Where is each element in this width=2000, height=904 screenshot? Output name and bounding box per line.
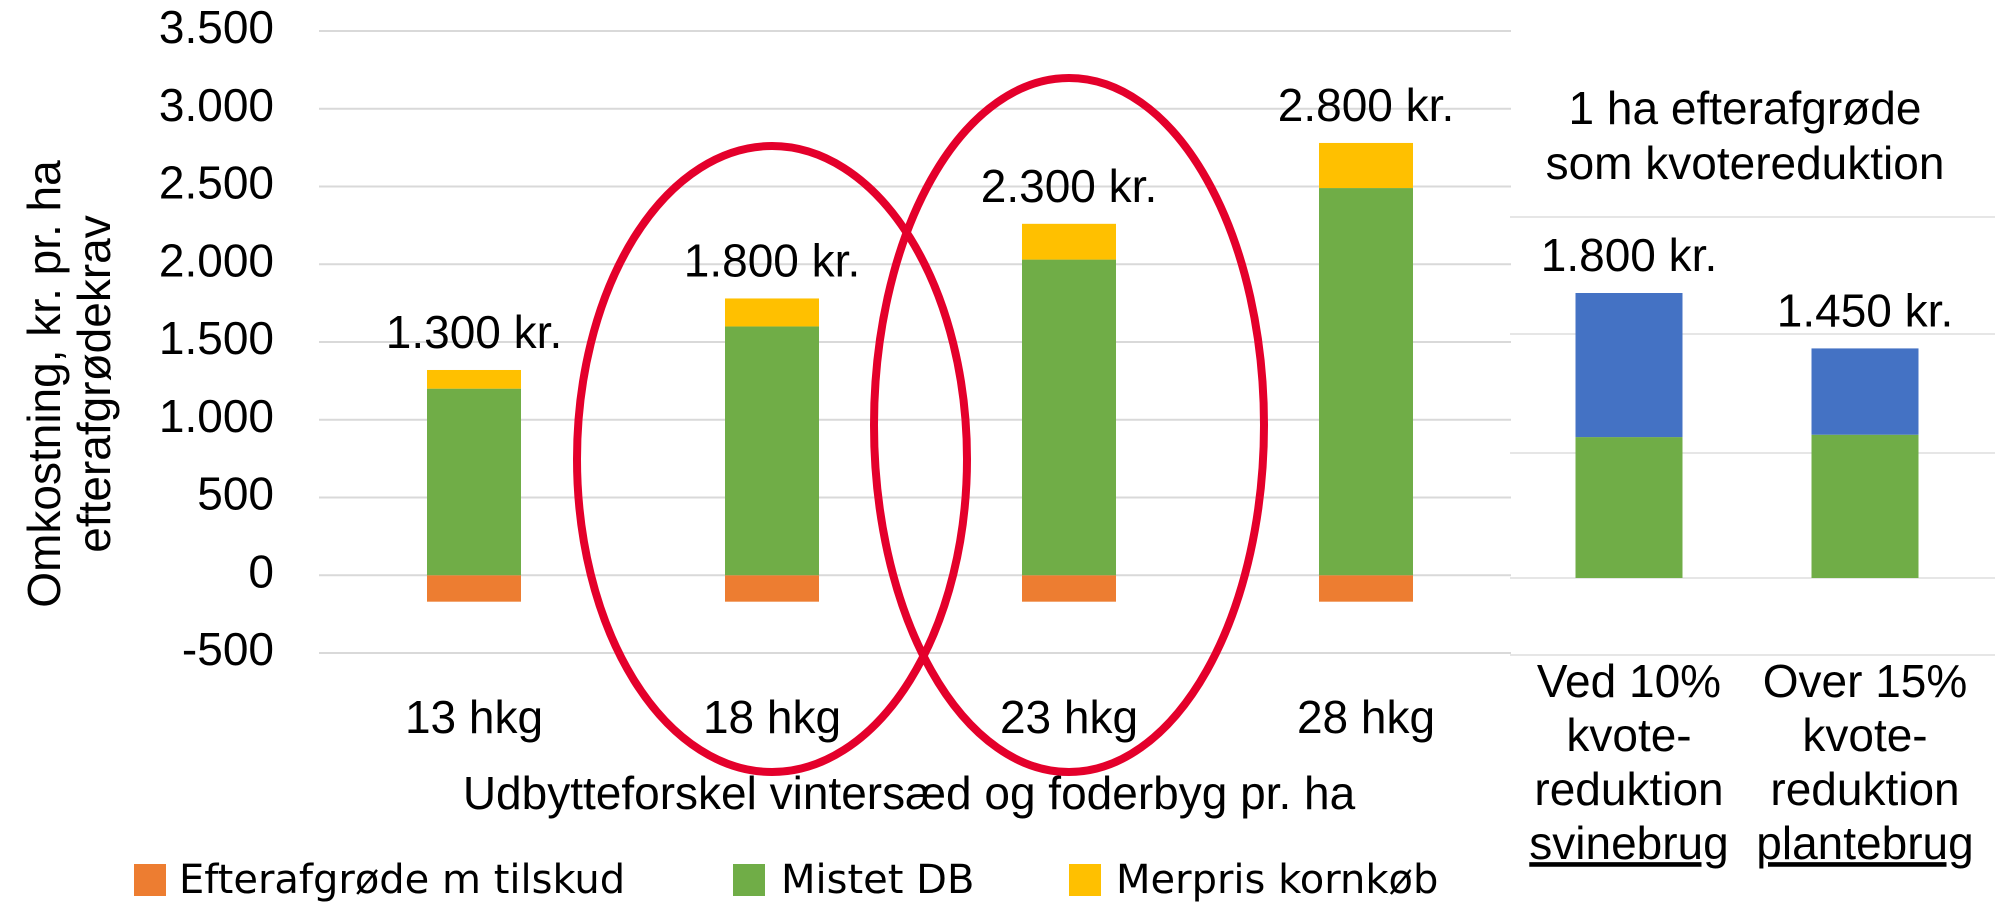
- x-tick-label: plantebrug: [1756, 817, 1973, 869]
- x-tick-label: kvote-: [1566, 709, 1691, 761]
- highlight-ellipse: [573, 142, 971, 776]
- x-tick-label: 23 hkg: [1000, 691, 1138, 743]
- bar-segment: [1319, 575, 1413, 602]
- y-tick-label: 1.500: [159, 312, 274, 364]
- x-tick-label: reduktion: [1770, 763, 1959, 815]
- bar-segment: [1022, 575, 1116, 602]
- bar-segment: [1575, 437, 1683, 578]
- bar-segment: [1022, 223, 1116, 260]
- legend-label: Mistet DB: [781, 857, 974, 903]
- bar-segment: [427, 388, 521, 576]
- chart-title: som kvotereduktion: [1546, 137, 1945, 189]
- y-axis-title: Omkostning, kr. pr. ha: [18, 160, 70, 608]
- legend-swatch: [134, 864, 166, 896]
- total-label: 1.800 kr.: [684, 235, 860, 287]
- x-tick-label: kvote-: [1802, 709, 1927, 761]
- bar-segment: [1319, 142, 1413, 189]
- bar-segment: [1319, 188, 1413, 576]
- y-tick-label: 1.000: [159, 390, 274, 442]
- legend-swatch: [733, 864, 765, 896]
- y-tick-label: 0: [248, 545, 274, 597]
- x-tick-label: 18 hkg: [703, 691, 841, 743]
- total-label: 2.800 kr.: [1278, 79, 1454, 131]
- y-tick-label: 500: [197, 468, 274, 520]
- total-label: 1.300 kr.: [386, 306, 562, 358]
- total-label: 1.450 kr.: [1777, 285, 1953, 337]
- bar-segment: [1022, 259, 1116, 576]
- bar-segment: [427, 575, 521, 602]
- chart-title: 1 ha efterafgrøde: [1569, 82, 1922, 134]
- y-tick-label: 3.500: [159, 1, 274, 53]
- bar-segment: [427, 369, 521, 389]
- x-tick-label: Over 15%: [1763, 655, 1968, 707]
- legend-swatch: [1069, 864, 1101, 896]
- bar-segment: [1575, 293, 1683, 438]
- y-tick-label: -500: [182, 623, 274, 675]
- x-tick-label: 28 hkg: [1297, 691, 1435, 743]
- x-tick-label: reduktion: [1534, 763, 1723, 815]
- y-tick-label: 3.000: [159, 79, 274, 131]
- y-tick-label: 2.500: [159, 157, 274, 209]
- x-tick-label: 13 hkg: [405, 691, 543, 743]
- total-label: 2.300 kr.: [981, 160, 1157, 212]
- legend-label: Merpris kornkøb: [1116, 857, 1438, 903]
- x-axis-title: Udbytteforskel vintersæd og foderbyg pr.…: [463, 767, 1356, 819]
- x-tick-label: Ved 10%: [1537, 655, 1721, 707]
- bar-segment: [725, 326, 819, 576]
- x-tick-label: svinebrug: [1529, 817, 1728, 869]
- bar-segment: [1811, 348, 1919, 435]
- y-tick-label: 2.000: [159, 234, 274, 286]
- highlight-ellipse: [870, 74, 1268, 776]
- bar-segment: [1811, 434, 1919, 578]
- total-label: 1.800 kr.: [1541, 229, 1717, 281]
- y-axis-title: efterafgrødekrav: [68, 215, 120, 552]
- legend-label: Efterafgrøde m tilskud: [179, 857, 625, 903]
- bar-segment: [725, 575, 819, 602]
- bar-segment: [725, 298, 819, 327]
